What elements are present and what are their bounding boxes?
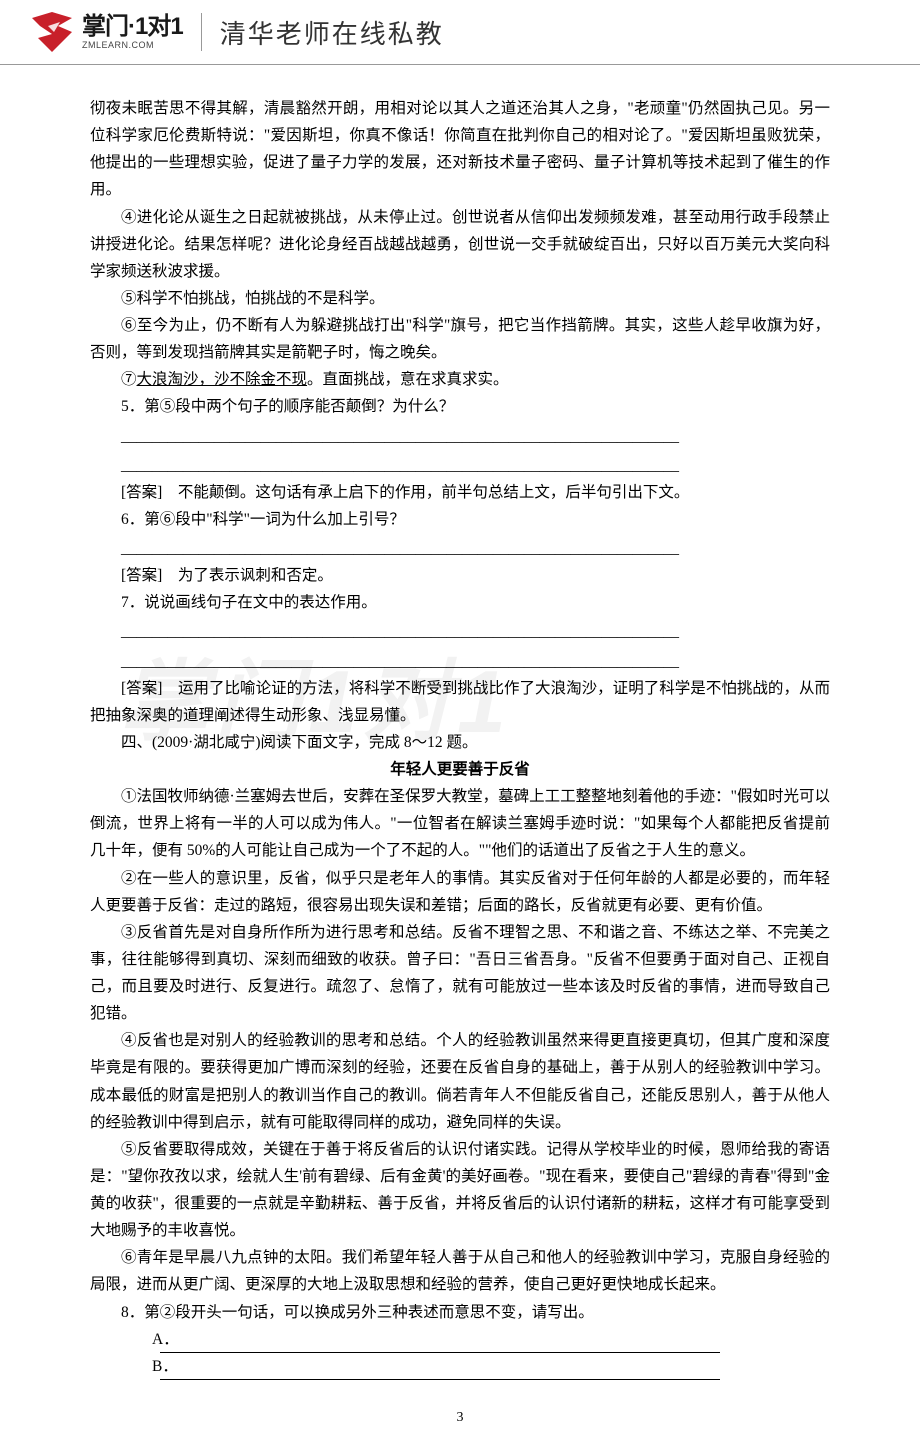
logo-sub-text: ZMLEARN.COM xyxy=(82,41,183,50)
answer-blank: ________________________________________… xyxy=(90,452,830,479)
section-intro: 四、(2009·湖北咸宁)阅读下面文字，完成 8～12 题。 xyxy=(90,729,830,756)
paragraph: ⑥至今为止，仍不断有人为躲避挑战打出"科学"旗号，把它当作挡箭牌。其实，这些人趁… xyxy=(90,312,830,366)
paragraph: ④反省也是对别人的经验教训的思考和总结。个人的经验教训虽然来得更直接更真切，但其… xyxy=(90,1027,830,1136)
answer: [答案] 为了表示讽刺和否定。 xyxy=(90,562,830,589)
page-header: 掌门·1对1 ZMLEARN.COM 清华老师在线私教 xyxy=(0,0,920,65)
answer-blank: ________________________________________… xyxy=(90,618,830,645)
question: 7．说说画线句子在文中的表达作用。 xyxy=(90,589,830,616)
page-number: 3 xyxy=(90,1406,830,1431)
underlined-text: 大浪淘沙，沙不除金不现 xyxy=(137,371,308,388)
answer-blank: ________________________________________… xyxy=(90,648,830,675)
text: ⑦ xyxy=(121,371,137,388)
paragraph: ⑤科学不怕挑战，怕挑战的不是科学。 xyxy=(90,285,830,312)
paragraph: ⑤反省要取得成效，关键在于善于将反省后的认识付诸实践。记得从学校毕业的时候，恩师… xyxy=(90,1136,830,1245)
paragraph: 彻夜未眠苦思不得其解，清晨豁然开朗，用相对论以其人之道还治其人之身，"老顽童"仍… xyxy=(90,95,830,204)
logo-text: 掌门·1对1 ZMLEARN.COM xyxy=(82,15,183,50)
logo-icon xyxy=(30,12,74,52)
paragraph: ②在一些人的意识里，反省，似乎只是老年人的事情。其实反省对于任何年龄的人都是必要… xyxy=(90,865,830,919)
header-divider xyxy=(201,13,202,51)
text: 。直面挑战，意在求真求实。 xyxy=(307,371,509,388)
answer-line: A． xyxy=(90,1326,830,1353)
fill-blank xyxy=(160,1333,720,1353)
page-body: 掌门1对1 彻夜未眠苦思不得其解，清晨豁然开朗，用相对论以其人之道还治其人之身，… xyxy=(0,65,920,1450)
paragraph: ④进化论从诞生之日起就被挑战，从未停止过。创世说者从信仰出发频频发难，甚至动用行… xyxy=(90,204,830,285)
answer: [答案] 运用了比喻论证的方法，将科学不断受到挑战比作了大浪淘沙，证明了科学是不… xyxy=(90,675,830,729)
paragraph: ⑦大浪淘沙，沙不除金不现。直面挑战，意在求真求实。 xyxy=(90,366,830,393)
fill-blank xyxy=(160,1360,720,1380)
paragraph: ③反省首先是对自身所作所为进行思考和总结。反省不理智之思、不和谐之音、不练达之举… xyxy=(90,919,830,1028)
answer: [答案] 不能颠倒。这句话有承上启下的作用，前半句总结上文，后半句引出下文。 xyxy=(90,479,830,506)
paragraph: ⑥青年是早晨八九点钟的太阳。我们希望年轻人善于从自己和他人的经验教训中学习，克服… xyxy=(90,1244,830,1298)
option-label: B． xyxy=(121,1353,160,1380)
passage-title: 年轻人更要善于反省 xyxy=(90,756,830,783)
answer-blank: ________________________________________… xyxy=(90,423,830,450)
answer-blank: ________________________________________… xyxy=(90,535,830,562)
logo-block: 掌门·1对1 ZMLEARN.COM xyxy=(30,12,183,52)
option-label: A． xyxy=(121,1326,160,1353)
question: 8．第②段开头一句话，可以换成另外三种表述而意思不变，请写出。 xyxy=(90,1299,830,1326)
header-slogan: 清华老师在线私教 xyxy=(220,14,444,51)
paragraph: ①法国牧师纳德·兰塞姆去世后，安葬在圣保罗大教堂，墓碑上工工整整地刻着他的手迹：… xyxy=(90,783,830,864)
answer-line: B． xyxy=(90,1353,830,1380)
question: 6．第⑥段中"科学"一词为什么加上引号？ xyxy=(90,506,830,533)
question: 5．第⑤段中两个句子的顺序能否颠倒？为什么？ xyxy=(90,393,830,420)
logo-main-text: 掌门·1对1 xyxy=(82,15,183,39)
